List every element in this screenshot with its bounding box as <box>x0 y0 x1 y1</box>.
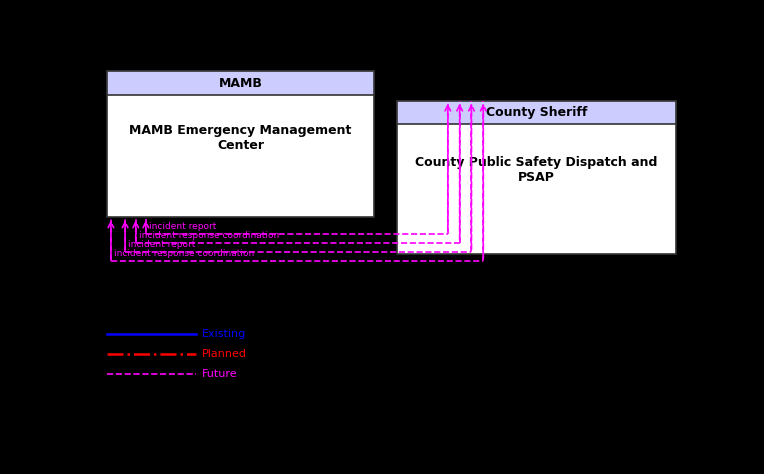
Bar <box>397 100 676 254</box>
Text: Existing: Existing <box>202 329 246 339</box>
Bar <box>107 72 374 218</box>
Text: County Public Safety Dispatch and
PSAP: County Public Safety Dispatch and PSAP <box>416 156 658 184</box>
Bar <box>397 100 676 124</box>
Text: incident response coordination: incident response coordination <box>139 231 279 240</box>
Text: Future: Future <box>202 369 238 379</box>
Text: incident report: incident report <box>149 222 216 231</box>
Bar <box>107 72 374 95</box>
Text: Planned: Planned <box>202 349 247 359</box>
Text: incident response coordination: incident response coordination <box>114 249 254 258</box>
Text: MAMB Emergency Management
Center: MAMB Emergency Management Center <box>129 124 351 152</box>
Text: incident report: incident report <box>128 240 196 249</box>
Text: MAMB: MAMB <box>219 77 263 90</box>
Text: County Sheriff: County Sheriff <box>486 106 588 119</box>
